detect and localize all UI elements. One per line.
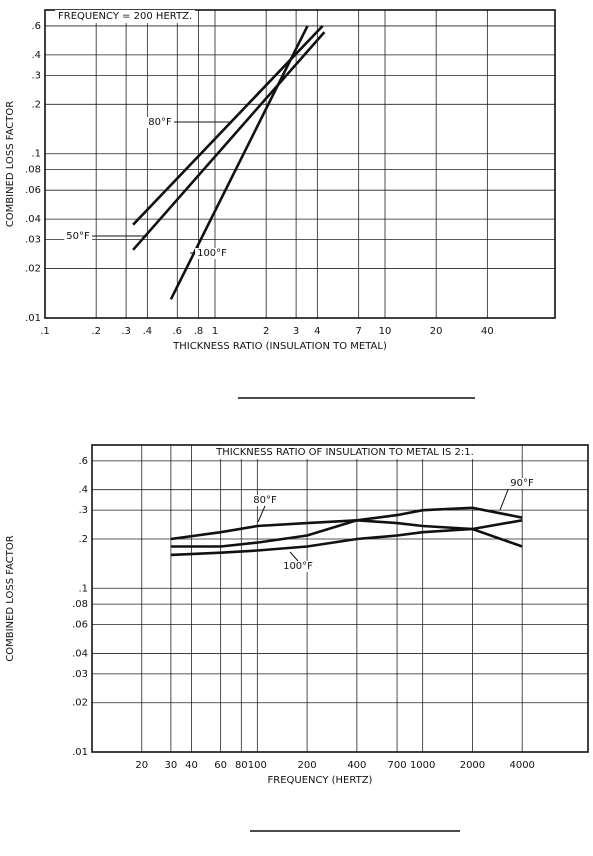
y-tick-label: .3 xyxy=(31,70,41,81)
y-tick-label: .01 xyxy=(25,313,41,324)
data-line xyxy=(132,31,326,251)
y-tick-label: .1 xyxy=(78,583,88,594)
title-background xyxy=(55,10,196,23)
x-tick-label: .2 xyxy=(91,326,101,337)
leader-line xyxy=(257,505,266,523)
data-line xyxy=(170,519,523,557)
y-tick-label: .03 xyxy=(25,235,41,246)
chart-title: THICKNESS RATIO OF INSULATION TO METAL I… xyxy=(215,447,474,458)
y-tick-label: .02 xyxy=(72,698,88,709)
x-tick-label: 200 xyxy=(298,760,317,771)
x-tick-label: 30 xyxy=(165,760,178,771)
x-tick-label: 4 xyxy=(314,326,320,337)
x-tick-label: 2000 xyxy=(460,760,485,771)
x-axis-label: FREQUENCY (HERTZ) xyxy=(268,775,373,786)
y-tick-label: .01 xyxy=(72,747,88,758)
x-tick-label: 10 xyxy=(379,326,392,337)
chart-title: FREQUENCY = 200 HERTZ. xyxy=(58,11,192,22)
y-tick-label: .08 xyxy=(72,599,88,610)
y-axis-label: COMBINED LOSS FACTOR xyxy=(5,535,16,661)
y-tick-label: .2 xyxy=(78,534,88,545)
x-tick-label: 400 xyxy=(347,760,366,771)
x-tick-label: 60 xyxy=(214,760,227,771)
x-tick-label: 4000 xyxy=(509,760,534,771)
x-tick-label: .1 xyxy=(40,326,50,337)
y-tick-label: .02 xyxy=(25,264,41,275)
leader-line xyxy=(499,488,509,511)
plot-frame xyxy=(44,9,556,319)
x-tick-label: 100 xyxy=(248,760,267,771)
y-tick-label: .1 xyxy=(31,149,41,160)
y-tick-label: .04 xyxy=(72,648,88,659)
x-tick-label: 80 xyxy=(235,760,248,771)
data-line xyxy=(169,25,309,300)
y-tick-label: .04 xyxy=(25,214,41,225)
line-label: 80°F xyxy=(253,495,277,506)
data-line xyxy=(170,506,523,548)
x-tick-label: .8 xyxy=(194,326,204,337)
x-tick-label: 40 xyxy=(185,760,198,771)
line-label-background xyxy=(64,231,92,242)
y-tick-label: .06 xyxy=(72,620,88,631)
x-tick-label: 2 xyxy=(263,326,269,337)
title-background xyxy=(212,446,477,459)
x-tick-label: 700 xyxy=(388,760,407,771)
plot-frame xyxy=(91,444,589,753)
line-label: 100°F xyxy=(283,561,313,572)
line-label-background xyxy=(146,117,174,128)
line-label: 90°F xyxy=(510,478,534,489)
y-tick-label: .4 xyxy=(31,50,41,61)
line-label: 80°F xyxy=(148,117,172,128)
y-tick-label: .4 xyxy=(78,485,88,496)
y-tick-label: .2 xyxy=(31,99,41,110)
line-label-background xyxy=(195,248,230,259)
y-axis-label: COMBINED LOSS FACTOR xyxy=(5,101,16,227)
x-tick-label: 3 xyxy=(293,326,299,337)
line-label-background xyxy=(508,478,536,489)
y-tick-label: .08 xyxy=(25,165,41,176)
x-tick-label: 1000 xyxy=(410,760,435,771)
x-tick-label: 20 xyxy=(135,760,148,771)
y-tick-label: .6 xyxy=(31,21,41,32)
line-label-background xyxy=(281,561,316,572)
line-label: 100°F xyxy=(197,248,227,259)
line-label: 50°F xyxy=(66,231,90,242)
x-tick-label: 7 xyxy=(355,326,361,337)
x-tick-label: 40 xyxy=(481,326,494,337)
y-tick-label: .6 xyxy=(78,456,88,467)
x-axis-label: THICKNESS RATIO (INSULATION TO METAL) xyxy=(172,341,387,352)
x-tick-label: .3 xyxy=(121,326,131,337)
x-tick-label: 20 xyxy=(430,326,443,337)
x-tick-label: .6 xyxy=(173,326,183,337)
line-label-background xyxy=(251,495,279,506)
y-tick-label: .03 xyxy=(72,669,88,680)
leader-line xyxy=(289,551,299,562)
y-tick-label: .06 xyxy=(25,185,41,196)
y-tick-label: .3 xyxy=(78,505,88,516)
x-tick-label: 1 xyxy=(212,326,218,337)
x-tick-label: .4 xyxy=(143,326,153,337)
